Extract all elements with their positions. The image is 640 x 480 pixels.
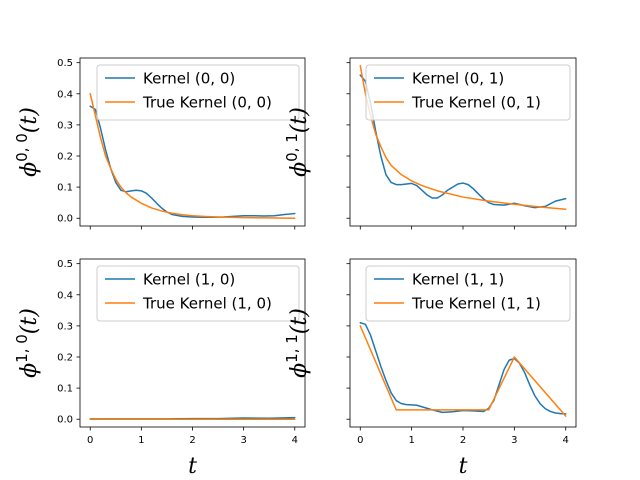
subplot-2: 0.0 0.1 0.2 0.3 0.4 0.5 0 1 2 3 4 Kernel (1, 0) True… [13,258,306,479]
legend-box [365,265,571,322]
x-tick-label: 1 [138,435,144,446]
x-tick-label: 3 [240,435,246,446]
series-line-1 [89,93,296,219]
y-tick-label: 0.1 [57,183,73,194]
series-line-1 [359,65,567,210]
y-tick-label: 0.2 [57,152,73,163]
subplot-0: 0.0 0.1 0.2 0.3 0.4 0.5 Kernel (0, 0) True Kern… [13,57,306,230]
x-tick-label: 4 [563,435,569,446]
y-tick-label: 0.3 [57,120,73,131]
series-line-0 [89,105,296,219]
axes-frame [349,57,577,227]
legend-box [365,64,571,121]
axes-frame [79,258,306,428]
legend-label: True Kernel (1, 0) [142,295,272,313]
y-tick-label: 0.0 [57,214,73,225]
series-line-0 [359,322,567,415]
y-tick-label: 0.2 [57,353,73,364]
legend-label: True Kernel (0, 1) [411,94,541,112]
legend-label: Kernel (1, 0) [143,271,235,289]
legend-label: True Kernel (0, 0) [142,94,272,112]
axes-frame [79,57,306,227]
y-tick-label: 0.0 [57,415,73,426]
legend-label: Kernel (0, 0) [143,70,235,88]
subplot-1: Kernel (0, 1) True Kernel (0, 1) ϕ0, 1(t) [283,57,577,230]
x-tick-label: 2 [189,435,195,446]
x-tick-label: 0 [357,435,363,446]
y-axis-label: ϕ0, 0(t) [13,107,42,177]
legend-label: True Kernel (1, 1) [411,295,541,313]
legend-box [96,265,300,322]
x-tick-label: 0 [87,435,93,446]
x-axis-label: t [188,454,197,479]
x-axis-label: t [459,454,468,479]
x-tick-label: 3 [511,435,517,446]
x-tick-label: 1 [408,435,414,446]
series-line-1 [359,325,567,417]
axes-frame [349,258,577,428]
x-tick-label: 2 [460,435,466,446]
y-axis-label: ϕ0, 1(t) [283,107,312,177]
y-tick-label: 0.4 [57,89,73,100]
legend-box [96,64,300,121]
y-tick-label: 0.1 [57,384,73,395]
y-axis-label: ϕ1, 0(t) [13,308,42,378]
y-tick-label: 0.5 [57,58,73,69]
legend-label: Kernel (0, 1) [412,70,504,88]
y-tick-label: 0.3 [57,321,73,332]
x-tick-label: 4 [292,435,298,446]
y-tick-label: 0.5 [57,259,73,270]
y-tick-label: 0.4 [57,290,73,301]
legend-label: Kernel (1, 1) [412,271,504,289]
subplot-3: 0 1 2 3 4 Kernel (1, 1) True Kernel (1, 1) ϕ1, … [283,258,577,479]
y-axis-label: ϕ1, 1(t) [283,308,312,378]
